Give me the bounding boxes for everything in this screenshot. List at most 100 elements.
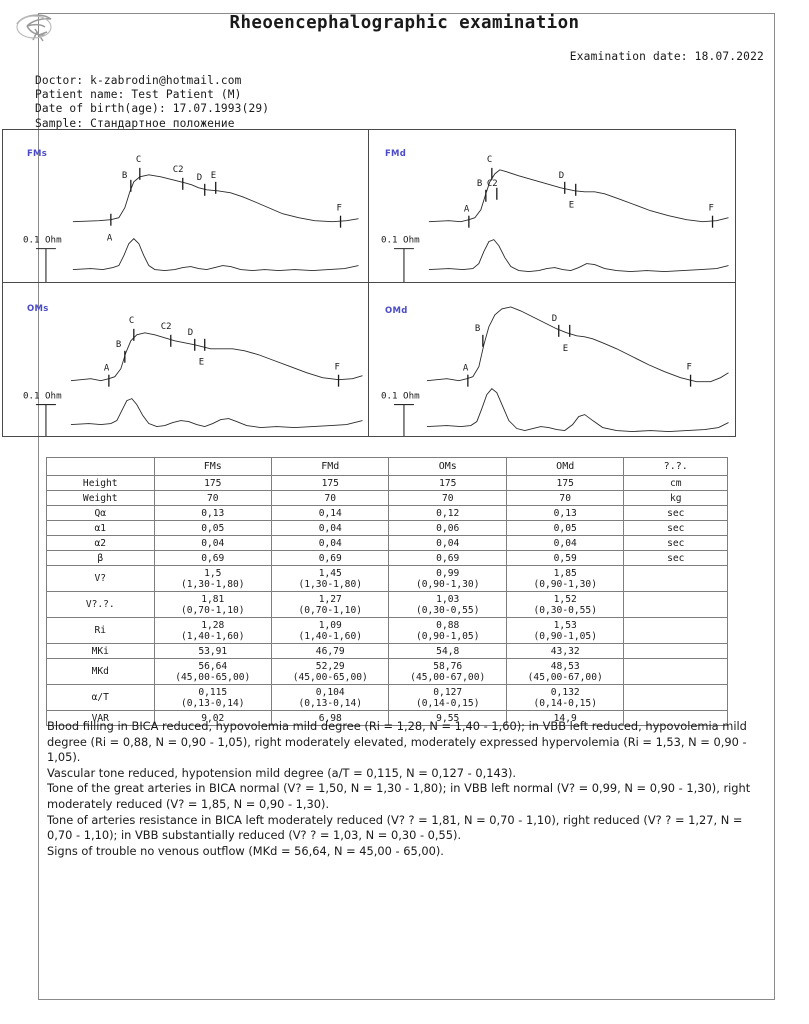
derivative-trace-fmd	[428, 238, 729, 272]
svg-text:A: A	[103, 364, 109, 374]
row-value-range: (1,30-1,80)	[180, 578, 245, 590]
row-unit	[623, 617, 728, 644]
row-unit: sec	[623, 520, 728, 536]
row-value: 0,12	[388, 505, 507, 521]
row-value: 0,04	[505, 535, 625, 551]
row-value-range: (0,14-0,15)	[533, 697, 597, 709]
row-value-range: (1,40-1,60)	[180, 630, 245, 642]
row-value: 0,104 (0,13-0,14)	[270, 684, 390, 711]
row-value: 58,76 (45,00-67,00)	[388, 658, 507, 685]
row-value: 70	[505, 490, 625, 506]
row-value: 54,8	[388, 643, 507, 659]
row-label: Weight	[46, 490, 155, 506]
panel-label-fms: FMs	[26, 147, 46, 157]
svg-text:B: B	[477, 178, 482, 188]
marker-ticks-fmd	[468, 167, 714, 228]
row-value: 48,53 (45,00-67,00)	[505, 658, 625, 685]
bird-logo	[16, 14, 52, 42]
panel-label-oms: OMs	[26, 303, 48, 313]
table-row: α1 0,05 0,04 0,06 0,05 sec	[46, 520, 728, 536]
row-value: 9,55	[388, 710, 507, 726]
row-value: 56,64 (45,00-65,00)	[153, 658, 273, 685]
reg-trace-oms	[70, 332, 363, 382]
row-value-range: (45,00-65,00)	[292, 671, 368, 683]
svg-text:C: C	[487, 154, 492, 164]
row-value-range: (0,13-0,14)	[298, 697, 363, 709]
svg-text:B: B	[475, 324, 480, 334]
row-value-range: (1,40-1,60)	[298, 630, 363, 642]
row-value: 0,04	[270, 520, 390, 536]
row-value: 0,115 (0,13-0,14)	[153, 684, 273, 711]
svg-text:B: B	[121, 170, 126, 180]
derivative-trace-oms	[70, 398, 363, 428]
header-cell-0	[46, 457, 155, 476]
waveform-panel-omd[interactable]: OMd A B D E F 0.1 Ohm	[368, 282, 736, 437]
row-label: V?.?.	[46, 591, 155, 618]
svg-text:A: A	[463, 364, 469, 374]
row-label: Height	[46, 475, 155, 491]
header-cell-unit: ?.?.	[623, 457, 728, 476]
row-value: 0,13	[153, 505, 273, 521]
row-value: 46,79	[270, 643, 390, 659]
svg-text:A: A	[464, 204, 470, 214]
waveform-panel-oms[interactable]: OMs A B C C2 D E F 0.1 Ohm	[1, 282, 369, 437]
svg-text:C2: C2	[487, 178, 498, 188]
row-value: 0,69	[153, 550, 273, 566]
marker-ticks-oms	[107, 328, 339, 387]
row-value-range: (45,00-67,00)	[410, 671, 486, 683]
table-row: V? 1,5 (1,30-1,80) 1,45 (1,30-1,80) 0,99 (0,90…	[46, 565, 728, 592]
panel-label-fmd: FMd	[385, 147, 406, 157]
row-label: α1	[46, 520, 155, 536]
row-value: 0,59	[505, 550, 625, 566]
row-value: 70	[153, 490, 273, 506]
row-value: 1,09 (1,40-1,60)	[270, 617, 390, 644]
svg-text:E: E	[563, 344, 568, 354]
marker-ticks-fms	[109, 167, 341, 228]
row-value: 1,45 (1,30-1,80)	[270, 565, 390, 592]
row-value-range: (0,70-1,10)	[298, 604, 363, 616]
row-unit	[623, 684, 728, 711]
table-row: α/T 0,115 (0,13-0,14) 0,104 (0,13-0,14) 0,127…	[46, 684, 728, 711]
row-label: α2	[46, 535, 155, 551]
row-label: Ri	[46, 617, 155, 644]
row-value: 0,04	[388, 535, 507, 551]
row-value: 0,05	[153, 520, 273, 536]
panel-label-omd: OMd	[385, 305, 408, 315]
row-unit	[623, 565, 728, 592]
table-row: V?.?. 1,81 (0,70-1,10) 1,27 (0,70-1,10) 1,03(…	[46, 591, 728, 618]
doctor-line: Doctor: k-zabrodin@hotmail.com	[35, 74, 242, 87]
svg-text:A: A	[106, 233, 112, 243]
row-value: 0,13	[505, 505, 625, 521]
sample-line: Sample: Стандартное положение	[35, 116, 235, 130]
row-value: 70	[388, 490, 507, 506]
marker-ticks-omd	[467, 324, 692, 387]
calibration-bar-omd	[393, 404, 414, 436]
row-unit	[623, 591, 728, 618]
conclusion-paragraph: Tone of the great arteries in BICA norma…	[47, 781, 751, 811]
row-label: V?	[46, 565, 155, 592]
conclusion-paragraph: Vascular tone reduced, hypotension mild …	[47, 765, 517, 780]
waveform-panel-fms[interactable]: FMs A B C C2 D E F 0.1 Ohm	[1, 128, 369, 283]
row-value-range: (0,90-1,30)	[533, 578, 597, 590]
row-value: 9,02	[153, 710, 273, 726]
header-cell-fms: FMs	[153, 457, 273, 476]
conclusion-block: Blood filling in BICA reduced, hypovolem…	[47, 719, 769, 859]
row-value: 1,52 (0,30-0,55)	[505, 591, 625, 618]
derivative-trace-fms	[72, 237, 359, 271]
row-value-range: (0,13-0,14)	[180, 697, 245, 709]
row-label: MKd	[46, 658, 155, 685]
conclusion-paragraph: Tone of arteries resistance in BICA left…	[47, 812, 743, 843]
row-value: 0,04	[153, 535, 273, 551]
svg-text:F: F	[336, 203, 341, 213]
header-cell-fmd: FMd	[270, 457, 390, 476]
svg-text:D: D	[196, 172, 201, 182]
svg-text:D: D	[552, 314, 557, 324]
row-value: 1,5 (1,30-1,80)	[153, 565, 273, 592]
row-value: 0,06	[388, 520, 507, 536]
svg-text:C2: C2	[172, 164, 183, 174]
metrics-table: FMs FMd OMs OMd ?.?. Height 175 175 175 175 c…	[46, 457, 728, 726]
waveform-panel-fmd[interactable]: FMd A B C2 C D E F 0.1 Ohm	[368, 128, 736, 283]
calibration-label-oms: 0.1 Ohm	[22, 391, 61, 402]
row-label: β	[46, 550, 155, 566]
row-unit: kg	[623, 490, 728, 506]
